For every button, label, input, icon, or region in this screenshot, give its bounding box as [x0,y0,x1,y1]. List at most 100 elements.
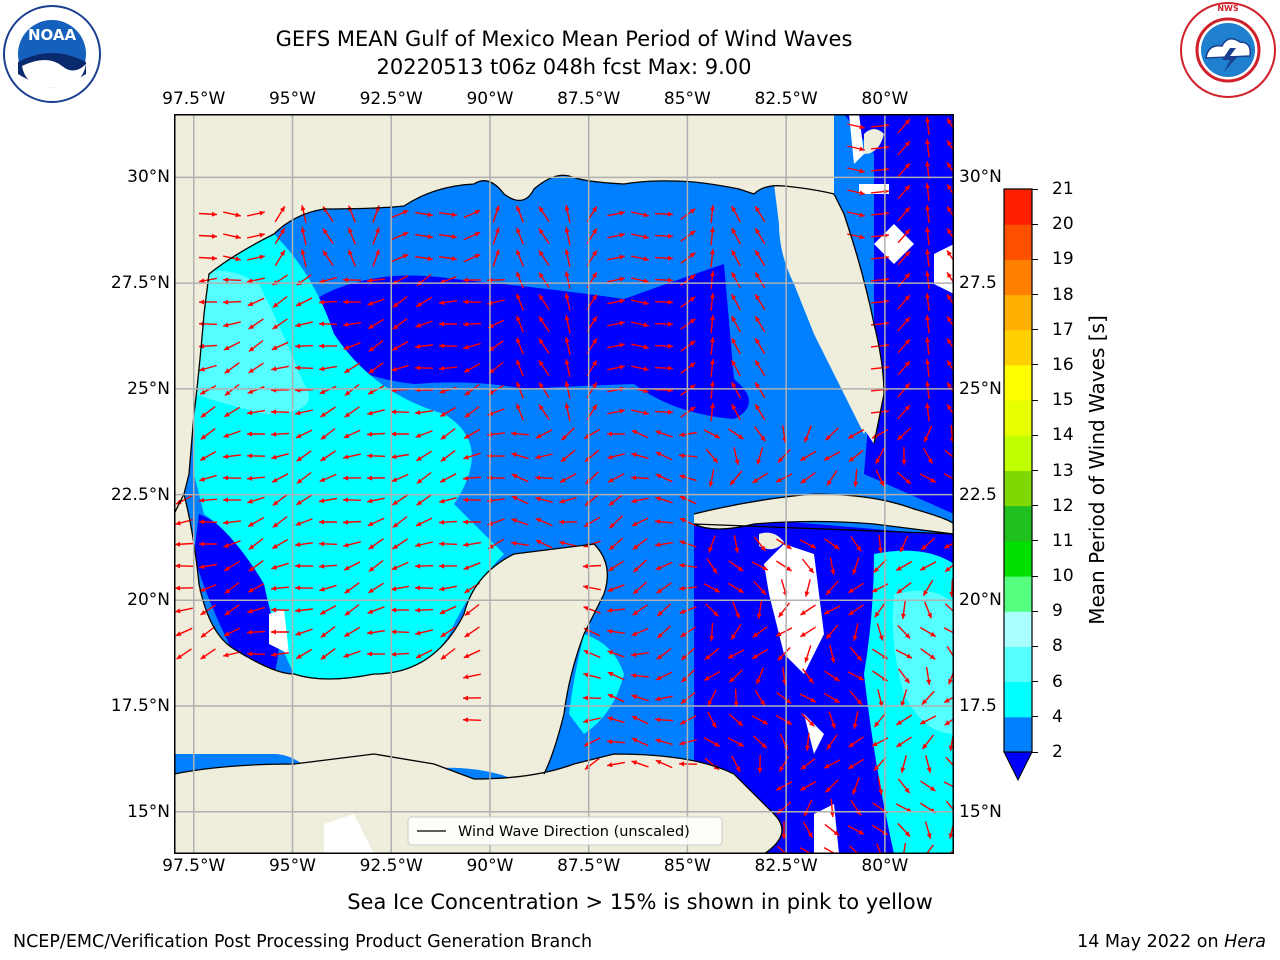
wave-direction-arrowhead [247,651,253,657]
wave-direction-arrowhead [592,338,597,344]
wave-direction-arrowhead [709,359,715,365]
wave-direction-arrowhead [516,293,521,300]
wave-direction-arrowhead [730,479,736,485]
wave-direction-arrowhead [947,360,952,366]
colorbar-tick-mark [1032,188,1038,190]
wave-direction-arrowhead [272,522,279,528]
wave-direction-arrowhead [712,457,718,463]
colorbar-tick-mark [1032,223,1038,225]
wave-direction-arrowhead [416,456,422,461]
wave-direction-arrowhead [367,498,373,504]
wave-direction-arrowhead [439,365,445,371]
wave-direction-arrowhead [904,295,910,301]
wave-direction-arrowhead [367,410,373,416]
wave-direction-arrowhead [947,250,952,256]
wave-direction-arrowhead [343,299,348,305]
wave-direction-arrowhead [947,272,952,278]
wave-direction-arrowhead [631,738,638,743]
wave-direction-arrowhead [323,228,328,235]
colorbar-bin [1004,716,1032,753]
wave-direction-arrowhead [607,739,613,745]
wave-direction-arrowhead [689,296,696,302]
wave-direction-arrowhead [809,721,815,727]
wave-direction-arrowhead [925,227,931,233]
wave-direction-arrowhead [564,205,570,211]
wave-direction-arrowhead [947,228,952,234]
wave-direction-arrowhead [872,741,878,747]
wave-direction-arrowhead [440,477,446,483]
wave-direction-arrowhead [592,404,597,410]
wave-direction-arrowhead [535,496,541,502]
honduras-bay-higher-period [569,634,624,734]
wave-direction-arrowhead [755,316,761,322]
colorbar-bin [1004,189,1032,225]
wave-direction-arrow [799,847,814,854]
wave-direction-arrowhead [564,359,570,365]
wave-direction-arrowhead [752,478,758,483]
wave-direction-arrowhead [319,343,324,349]
wave-direction-arrowhead [516,271,521,278]
wave-direction-arrowhead [271,345,278,350]
wave-direction-arrowhead [925,161,931,167]
wave-direction-arrowhead [904,361,910,367]
wave-direction-arrowhead [583,718,589,724]
colorbar-tick-mark [1032,575,1038,577]
wave-direction-arrowhead [223,433,230,438]
wave-direction-arrowhead [655,760,662,765]
wave-direction-arrowhead [904,405,910,411]
wave-direction-arrowhead [800,610,807,615]
wave-direction-arrowhead [858,829,864,835]
longitude-label-bottom: 95°W [268,856,316,876]
wave-direction-arrowhead [667,321,673,327]
longitude-label-top: 92.5°W [359,89,423,109]
wave-direction-arrowhead [755,250,761,256]
wave-direction-arrowhead [319,278,325,284]
longitude-label-top: 97.5°W [162,89,226,109]
wave-direction-arrowhead [807,832,813,838]
wave-direction-arrowhead [655,542,661,548]
wave-direction-arrowhead [731,634,736,640]
wave-direction-arrowhead [679,585,685,591]
noaa-logo-text: NOAA [28,26,77,44]
wave-direction-arrowhead [343,652,349,658]
wave-direction-arrowhead [368,588,374,593]
latitude-label-left: 22.5°N [110,484,170,505]
wave-direction-arrowhead [272,324,279,330]
coastlines [174,174,954,854]
wave-direction-arrowhead [756,459,762,465]
wave-direction-arrowhead [516,227,521,234]
wave-direction-arrowhead [415,630,421,636]
wave-direction-arrowhead [402,210,409,215]
wave-direction-arrowhead [711,722,717,728]
wave-direction-arrow [946,646,954,659]
wave-direction-arrowhead [592,316,597,322]
wave-direction-arrowhead [631,631,638,636]
wave-direction-arrowhead [947,184,952,190]
wave-direction-arrowhead [511,474,518,479]
wave-direction-arrowhead [757,767,763,773]
wave-direction-arrowhead [619,210,625,216]
wave-direction-arrowhead [463,299,469,305]
wave-direction-arrowhead [848,610,855,616]
wave-direction-arrowhead [224,390,231,396]
wave-direction-arrowhead [343,322,349,327]
colorbar-bin [1004,505,1032,542]
wave-direction-arrowhead [583,695,589,701]
wave-direction-arrowhead [592,272,597,278]
wave-direction-arrowhead [655,717,661,723]
wave-direction-arrowhead [896,588,903,594]
wave-direction-arrowhead [607,431,612,437]
wave-direction-arrowhead [824,763,830,769]
wave-direction-arrowhead [516,359,521,366]
wave-direction-arrowhead [223,520,229,525]
wave-direction-arrowhead [925,139,931,145]
wave-direction-arrowhead [756,678,761,685]
wave-direction-arrowhead [826,633,832,639]
wave-direction-arrowhead [810,697,816,703]
wave-direction-arrowhead [755,272,761,278]
wave-direction-arrowhead [439,609,446,614]
wave-direction-arrowhead [925,381,931,387]
wave-direction-arrowhead [439,586,445,592]
wave-direction-arrowhead [619,320,625,326]
wave-direction-arrowhead [248,368,254,373]
